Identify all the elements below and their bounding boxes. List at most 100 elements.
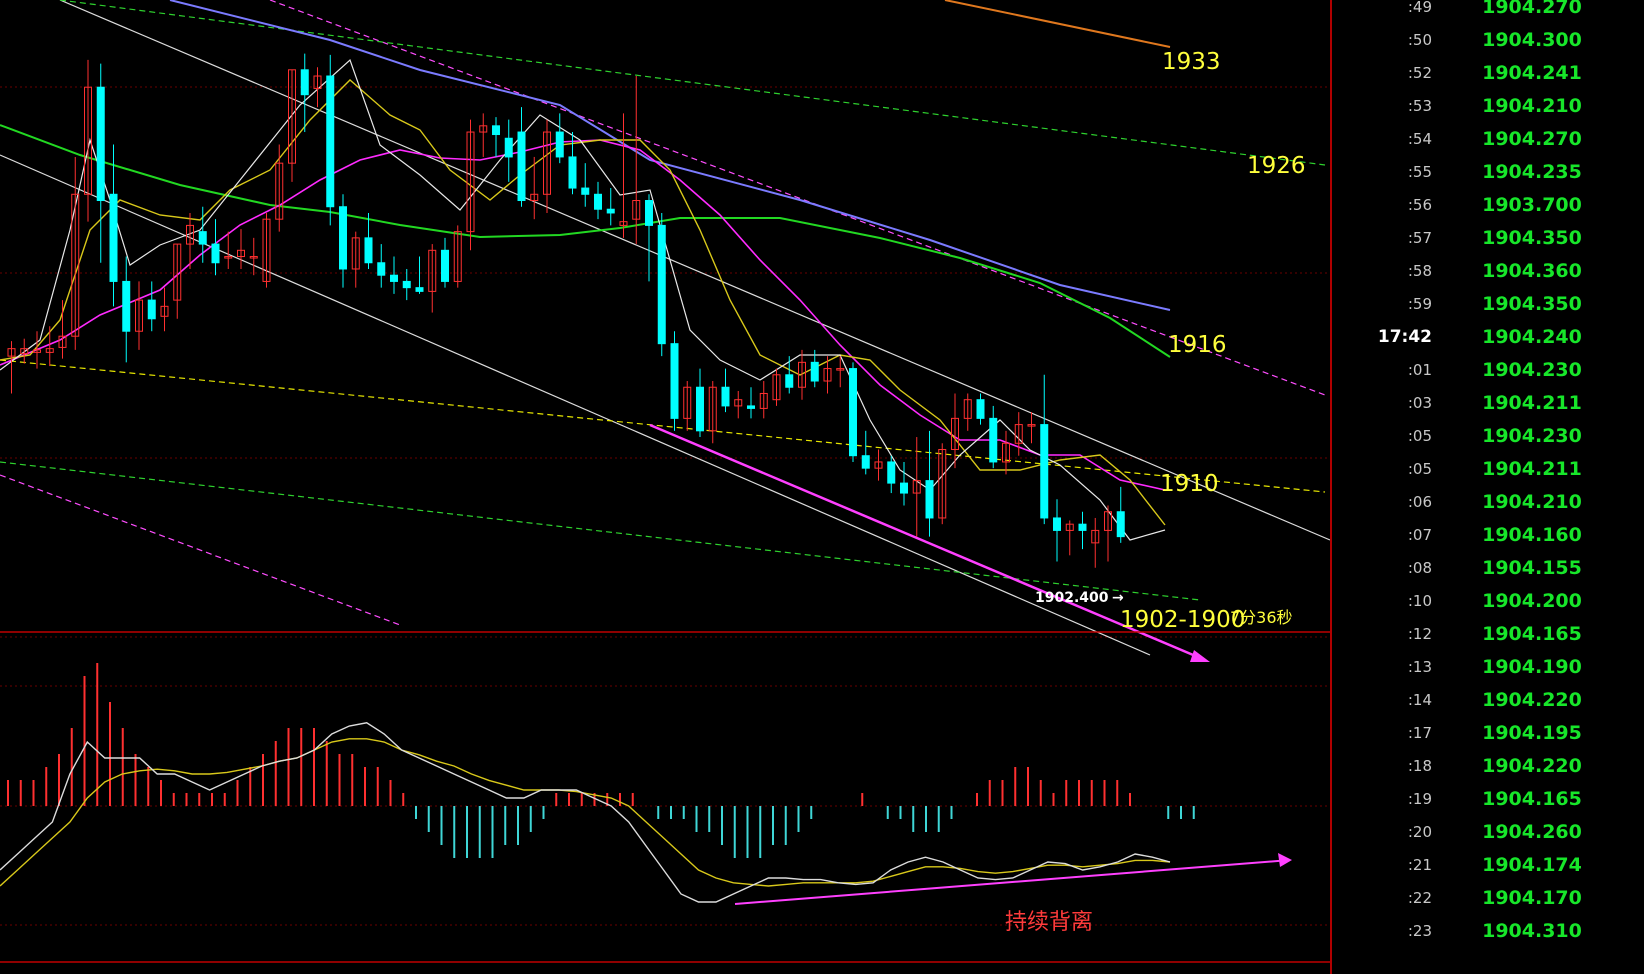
candle-body xyxy=(45,348,54,353)
candle xyxy=(874,449,883,481)
tape-time: :23 xyxy=(1407,922,1432,940)
candle-body xyxy=(402,280,411,289)
candle xyxy=(963,393,972,431)
tape-time: :58 xyxy=(1407,262,1432,280)
candle xyxy=(1091,517,1100,568)
candle-body xyxy=(492,125,500,136)
tape-row: :03 1904.211 xyxy=(1332,387,1644,420)
candle xyxy=(198,206,207,263)
candle xyxy=(632,76,641,245)
tape-row: :58 1904.360 xyxy=(1332,255,1644,288)
candle-body xyxy=(173,243,182,301)
candle-body xyxy=(339,206,347,270)
candle xyxy=(224,231,233,269)
tape-time: 17:42 xyxy=(1377,327,1432,347)
candle-body xyxy=(211,243,220,264)
tape-price: 1904.241 xyxy=(1482,62,1582,84)
candle xyxy=(466,119,475,251)
candle-body xyxy=(249,256,258,259)
candle-body xyxy=(632,200,641,220)
candle xyxy=(211,219,220,276)
candle xyxy=(326,54,335,226)
candle-body xyxy=(351,237,360,270)
tape-time: :20 xyxy=(1407,823,1432,841)
candle-body xyxy=(861,455,870,469)
candle-body xyxy=(466,131,475,233)
tape-row: :06 1904.210 xyxy=(1332,486,1644,519)
candle-body xyxy=(390,274,398,282)
candle xyxy=(1065,520,1074,556)
support-range-label: 1902-1900 xyxy=(1120,607,1245,633)
candle xyxy=(708,381,717,444)
tape-row: :08 1904.155 xyxy=(1332,552,1644,585)
candle xyxy=(657,212,666,357)
candle xyxy=(696,368,704,438)
candle-body xyxy=(785,374,794,388)
candle xyxy=(683,381,692,431)
candle-body xyxy=(237,249,245,258)
candle xyxy=(1053,499,1061,562)
divergence-note: 持续背离 xyxy=(1005,910,1093,935)
candle xyxy=(173,243,182,319)
tape-row: :52 1904.241 xyxy=(1332,57,1644,90)
candle-body xyxy=(1014,424,1023,444)
candle-body xyxy=(963,399,972,419)
candle-body xyxy=(900,482,908,494)
candle xyxy=(1116,486,1125,543)
candle-body xyxy=(696,386,704,432)
candle xyxy=(900,461,908,506)
tape-time: :05 xyxy=(1407,460,1432,478)
candle xyxy=(1014,412,1023,456)
tape-price: 1904.195 xyxy=(1482,722,1582,744)
candle-body xyxy=(606,208,615,214)
tape-time: :12 xyxy=(1407,625,1432,643)
candle-body xyxy=(1002,442,1010,463)
candle xyxy=(300,53,309,133)
candle-body xyxy=(810,361,819,382)
candle xyxy=(504,119,513,182)
tape-price: 1904.170 xyxy=(1482,887,1582,909)
candle-body xyxy=(135,299,143,332)
tape-price: 1904.260 xyxy=(1482,821,1582,843)
candle xyxy=(887,455,896,494)
candle xyxy=(798,349,806,400)
candle-body xyxy=(453,231,462,282)
candle xyxy=(594,181,602,220)
candle-body xyxy=(198,231,207,245)
candle xyxy=(288,69,296,182)
white-ma-line xyxy=(0,58,1166,541)
tape-row: :49 1904.270 xyxy=(1332,0,1644,24)
tape-time: :08 xyxy=(1407,559,1432,577)
candle xyxy=(1040,374,1049,525)
candle-body xyxy=(555,131,564,158)
candle xyxy=(45,326,54,367)
candle xyxy=(262,212,271,288)
candle xyxy=(517,107,526,207)
candle-body xyxy=(989,417,998,463)
candle xyxy=(33,331,41,369)
candle xyxy=(492,117,500,157)
tape-time: :10 xyxy=(1407,592,1432,610)
tape-time: :05 xyxy=(1407,427,1432,445)
candle xyxy=(96,63,105,263)
candle xyxy=(71,156,80,350)
tape-row: :20 1904.260 xyxy=(1332,816,1644,849)
tape-time: :19 xyxy=(1407,790,1432,808)
candle xyxy=(1002,430,1010,475)
tape-time: :53 xyxy=(1407,97,1432,115)
candle-body xyxy=(645,200,653,226)
candle-body xyxy=(326,75,335,208)
price-chart: 1933 1926 1916 1910 1902-1900 1902.400 →… xyxy=(0,0,1330,963)
candle xyxy=(861,430,870,475)
tape-row: :23 1904.310 xyxy=(1332,915,1644,948)
macd-panel xyxy=(0,663,1195,903)
candle xyxy=(810,349,819,388)
time-and-sales-panel: :49 1904.270:50 1904.300:52 1904.241:53 1904… xyxy=(1330,0,1644,974)
candle xyxy=(823,356,832,394)
candle-body xyxy=(849,368,857,457)
candle-body xyxy=(874,461,883,469)
candle-body xyxy=(71,193,80,337)
tape-time: :13 xyxy=(1407,658,1432,676)
candle xyxy=(1078,511,1087,550)
tape-price: 1904.210 xyxy=(1482,491,1582,513)
